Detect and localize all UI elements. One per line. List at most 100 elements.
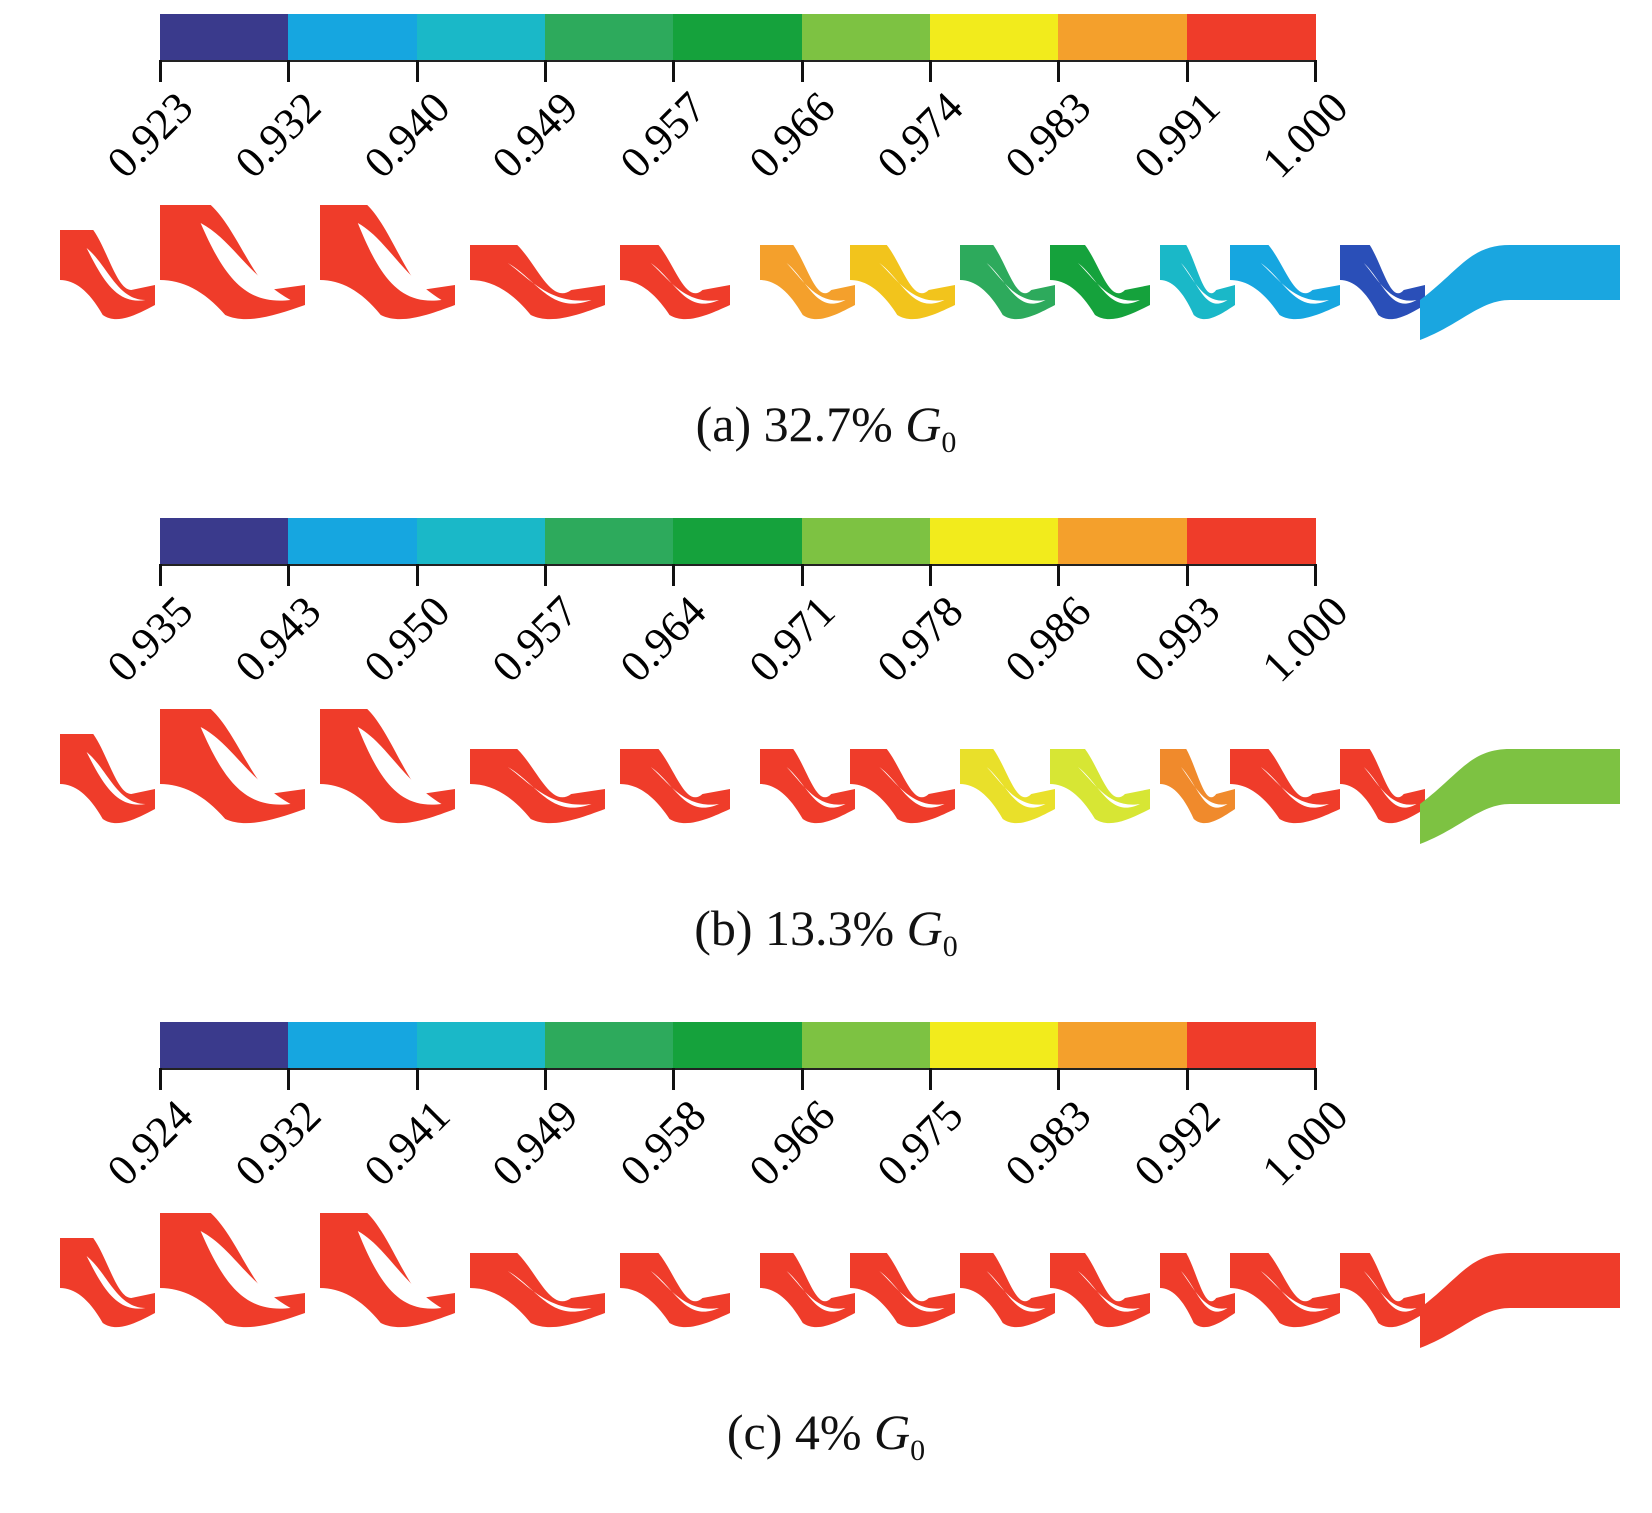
legend-tick-label: 0.957 <box>482 586 588 692</box>
legend-tick-label: 0.943 <box>226 586 331 692</box>
legend-tick-label: 0.957 <box>611 82 716 188</box>
legend-tick-label: 0.923 <box>97 82 203 188</box>
channel-stage <box>1050 1253 1150 1328</box>
legend-color-segment <box>1186 518 1316 564</box>
legend-tick <box>544 564 547 586</box>
channel-stage <box>320 709 455 824</box>
legend-tick-label: 1.000 <box>1252 586 1358 692</box>
channel-stage <box>620 245 730 320</box>
legend-color-segment <box>930 14 1060 60</box>
legend-tick-label: 0.978 <box>867 586 973 692</box>
legend-tick <box>544 1068 547 1090</box>
legend-color-segment <box>801 1022 931 1068</box>
legend-tick-label: 0.983 <box>996 1090 1101 1196</box>
channel-stage <box>760 1253 855 1328</box>
legend-tick-label: 0.975 <box>867 1090 973 1196</box>
legend-color-segment <box>673 1022 803 1068</box>
channel-stage <box>470 245 605 320</box>
legend-tick <box>1314 1068 1317 1090</box>
channel-stage <box>470 749 605 824</box>
legend-tick <box>1185 1068 1189 1090</box>
channel-stage <box>1420 245 1620 340</box>
channel-stage <box>960 245 1055 320</box>
legend-color-segment <box>673 518 803 564</box>
channel-stage <box>320 205 455 320</box>
channel-stage <box>620 749 730 824</box>
channel-stage <box>1160 1253 1235 1328</box>
legend-tick <box>929 60 932 82</box>
legend-tick <box>287 60 291 82</box>
legend-tick <box>1057 60 1061 82</box>
legend-tick <box>1185 564 1189 586</box>
legend-tick-label: 0.993 <box>1124 586 1229 692</box>
legend-tick-label: 0.949 <box>482 82 588 188</box>
channel-stage <box>160 1213 305 1328</box>
legend-color-segment <box>545 14 675 60</box>
legend-tick-label: 1.000 <box>1252 82 1358 188</box>
legend-axis <box>160 1068 1315 1070</box>
channel-stage <box>850 749 955 824</box>
channel-stage <box>1230 245 1340 320</box>
legend-tick-label: 0.983 <box>996 82 1101 188</box>
legend-color-segment <box>1058 14 1188 60</box>
channel-stage <box>850 245 955 320</box>
color-legend-bar <box>160 14 1316 60</box>
legend-tick <box>929 1068 932 1090</box>
legend-tick <box>672 1068 676 1090</box>
legend-tick-label: 0.950 <box>354 586 459 692</box>
legend-tick <box>544 60 547 82</box>
panel-caption: (a) 32.7% G0 <box>695 396 957 459</box>
legend-color-segment <box>160 14 290 60</box>
legend-color-segment <box>545 518 675 564</box>
legend-tick-label: 1.000 <box>1252 1090 1358 1196</box>
channel-stage <box>960 749 1055 824</box>
legend-tick <box>159 1068 162 1090</box>
channel-stage <box>470 1253 605 1328</box>
channel-stage <box>60 734 155 824</box>
legend-tick <box>415 60 419 82</box>
legend-tick <box>929 564 932 586</box>
legend-tick-label: 0.941 <box>354 1090 459 1196</box>
legend-color-segment <box>416 1022 546 1068</box>
channel-stage <box>760 749 855 824</box>
legend-color-segment <box>1186 1022 1316 1068</box>
channel-stage <box>1050 749 1150 824</box>
flow-channel-contour <box>60 1213 1620 1348</box>
legend-tick-label: 0.974 <box>867 82 973 188</box>
legend-tick <box>1057 564 1061 586</box>
channel-stage <box>1420 749 1620 844</box>
legend-color-segment <box>930 518 1060 564</box>
color-legend-bar <box>160 1022 1316 1068</box>
panel-c: 0.924 0.932 0.941 0.949 0.958 0.966 0.975 0.983… <box>0 1008 1652 1512</box>
legend-tick-label: 0.940 <box>354 82 459 188</box>
legend-tick <box>672 60 676 82</box>
legend-color-segment <box>1058 518 1188 564</box>
legend-color-segment <box>930 1022 1060 1068</box>
panel-a: 0.923 0.932 0.940 0.949 0.957 0.966 0.974 0.983… <box>0 0 1652 504</box>
legend-color-segment <box>288 518 418 564</box>
legend-color-segment <box>1186 14 1316 60</box>
panel-caption: (b) 13.3% G0 <box>694 900 958 963</box>
channel-stage <box>850 1253 955 1328</box>
legend-axis <box>160 60 1315 62</box>
legend-axis <box>160 564 1315 566</box>
legend-tick <box>800 1068 804 1090</box>
channel-stage <box>160 205 305 320</box>
channel-stage <box>1160 245 1235 320</box>
legend-tick-label: 0.966 <box>739 1090 844 1196</box>
channel-stage <box>760 245 855 320</box>
legend-tick <box>1057 1068 1061 1090</box>
legend-tick-label: 0.986 <box>996 586 1101 692</box>
channel-stage <box>160 709 305 824</box>
panel-b: 0.935 0.943 0.950 0.957 0.964 0.971 0.978 0.986… <box>0 504 1652 1008</box>
legend-color-segment <box>416 14 546 60</box>
legend-tick <box>287 564 291 586</box>
legend-tick-label: 0.949 <box>482 1090 588 1196</box>
legend-tick-label: 0.932 <box>226 1090 331 1196</box>
legend-tick-label: 0.992 <box>1124 1090 1229 1196</box>
channel-stage <box>320 1213 455 1328</box>
legend-tick <box>415 564 419 586</box>
legend-tick-label: 0.991 <box>1124 82 1229 188</box>
legend-color-segment <box>673 14 803 60</box>
channel-stage <box>1050 245 1150 320</box>
